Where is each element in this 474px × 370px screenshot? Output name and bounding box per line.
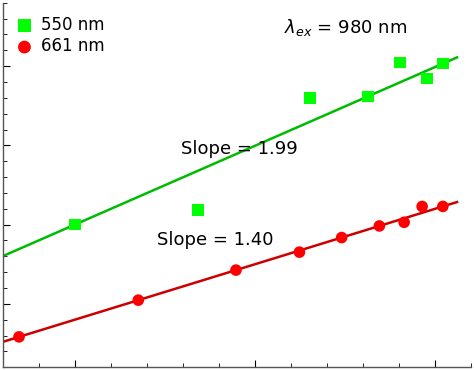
550 nm xyxy=(364,94,372,100)
550 nm xyxy=(194,207,202,213)
661 nm xyxy=(375,223,383,229)
661 nm xyxy=(15,334,23,340)
Text: $\lambda_{ex}$ = 980 nm: $\lambda_{ex}$ = 980 nm xyxy=(284,17,407,38)
Legend: 550 nm, 661 nm: 550 nm, 661 nm xyxy=(11,11,110,60)
661 nm xyxy=(338,235,346,241)
550 nm xyxy=(396,60,404,65)
661 nm xyxy=(296,249,303,255)
550 nm xyxy=(306,95,314,101)
Text: Slope = 1.99: Slope = 1.99 xyxy=(181,139,298,158)
Text: Slope = 1.40: Slope = 1.40 xyxy=(157,231,274,249)
661 nm xyxy=(401,219,408,225)
661 nm xyxy=(232,267,240,273)
550 nm xyxy=(439,61,447,67)
661 nm xyxy=(135,297,142,303)
550 nm xyxy=(423,75,431,81)
661 nm xyxy=(419,204,426,209)
550 nm xyxy=(71,222,79,228)
661 nm xyxy=(439,204,447,209)
